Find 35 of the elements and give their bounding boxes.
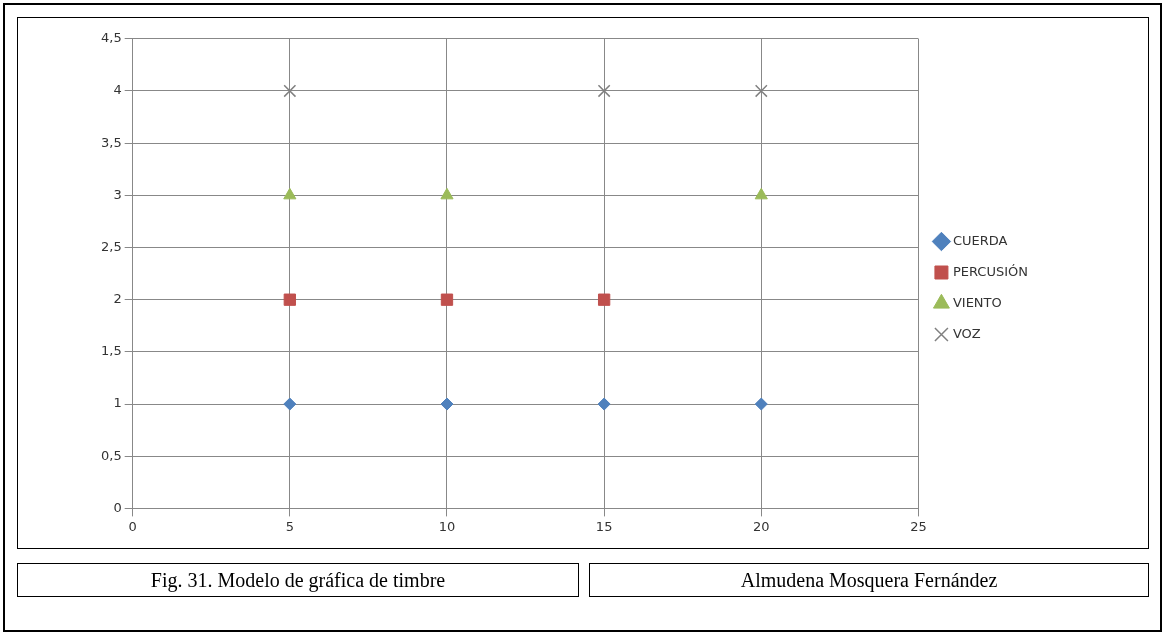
y-tick-label: 0 (113, 499, 122, 515)
x-tick-label: 10 (438, 518, 456, 534)
x-tick-label: 15 (595, 518, 613, 534)
y-tick-label: 0,5 (100, 447, 122, 463)
point (754, 397, 768, 411)
y-tick-label: 1 (113, 395, 122, 411)
point (283, 293, 296, 306)
legend-label: PERCUSIÓN (952, 263, 1028, 279)
y-tick-label: 3 (113, 186, 122, 202)
y-tick-label: 2 (113, 291, 122, 307)
x-tick-label: 5 (285, 518, 294, 534)
x-tick-label: 20 (753, 518, 770, 534)
point (440, 293, 454, 306)
point (440, 397, 454, 411)
legend-label: VOZ (952, 325, 981, 341)
point (754, 187, 768, 200)
y-tick-label: 4,5 (100, 30, 122, 46)
y-tick-label: 2,5 (100, 238, 122, 254)
point (283, 84, 297, 98)
legend-label: CUERDA (952, 232, 1008, 248)
legend-label: VIENTO (952, 294, 1002, 310)
y-tick-label: 1,5 (100, 343, 122, 359)
point (440, 187, 454, 200)
point (597, 84, 611, 98)
y-tick-label: 3,5 (100, 134, 122, 150)
point (754, 84, 768, 98)
text: Almudena Mosquera Fernández (589, 563, 1149, 597)
x-tick-label: 25 (910, 518, 927, 534)
point (597, 293, 611, 306)
point (283, 187, 297, 200)
y-tick-label: 4 (113, 82, 122, 98)
x-tick-label: 0 (128, 518, 137, 534)
caption: Fig. 31. Modelo de gráfica de timbre (17, 563, 579, 597)
point (283, 397, 297, 411)
point (597, 397, 611, 411)
